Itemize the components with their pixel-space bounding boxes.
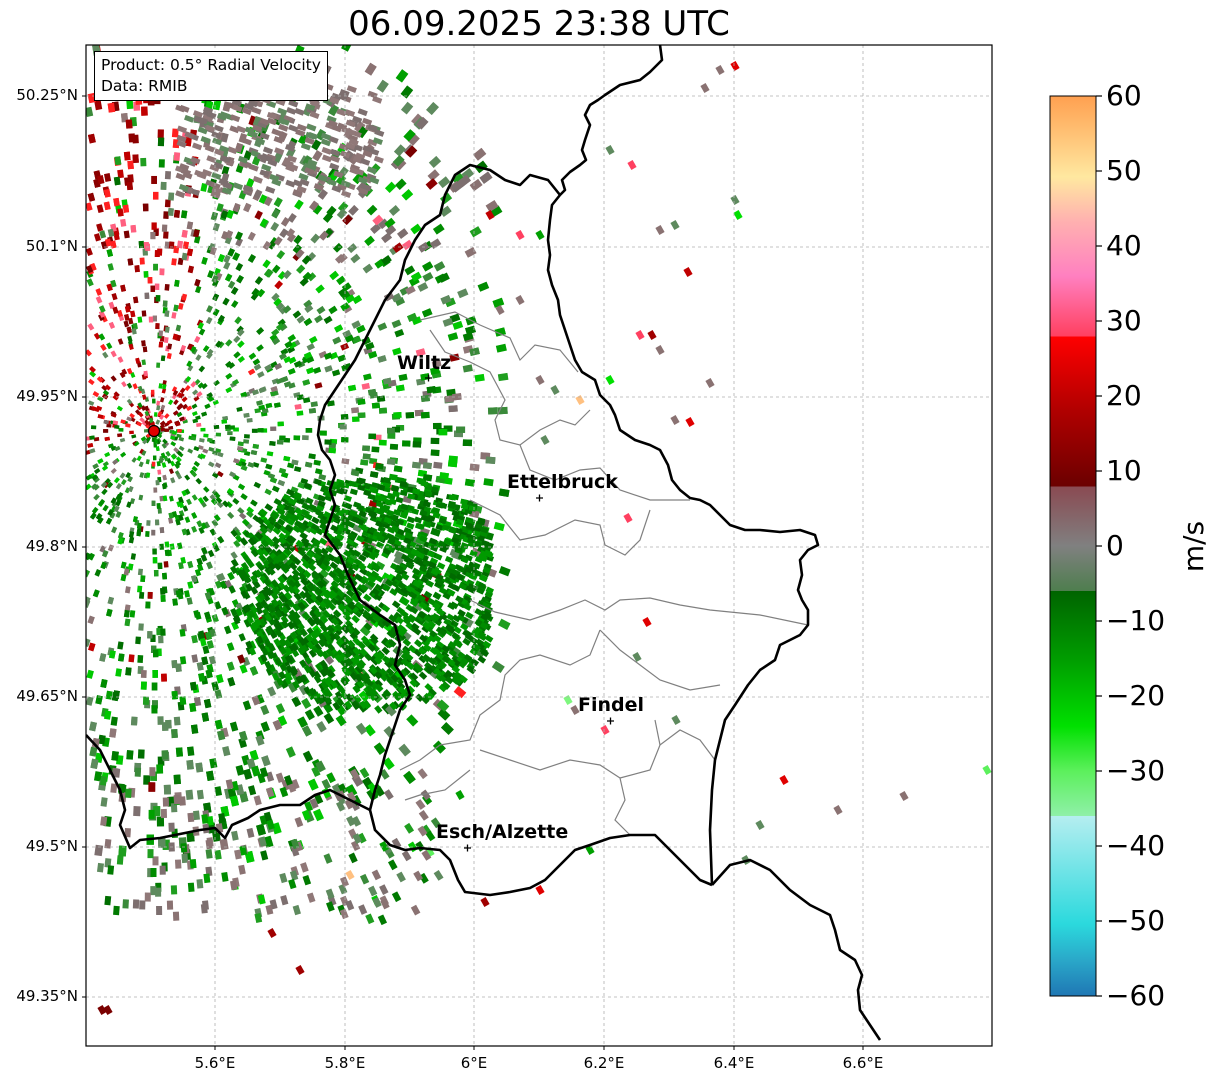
- colorbar-tick-label: 30: [1106, 304, 1142, 337]
- lon-tick-label: 6.6°E: [842, 1054, 884, 1072]
- city-label-esch-alzette: Esch/Alzette: [436, 821, 569, 843]
- canton-borders: [399, 311, 809, 836]
- colorbar-tick-label: 50: [1106, 154, 1142, 187]
- colorbar-tick-label: −30: [1106, 754, 1166, 787]
- city-label-findel: Findel: [578, 694, 645, 716]
- lat-tick-label: 50.1°N: [25, 237, 78, 255]
- lon-tick-label: 6°E: [460, 1054, 488, 1072]
- lon-tick-label: 5.8°E: [324, 1054, 366, 1072]
- colorbar-tick-label: 60: [1106, 79, 1142, 112]
- colorbar-tick-label: 10: [1106, 454, 1142, 487]
- map-frame: [86, 45, 992, 1046]
- lon-tick-label: 6.2°E: [583, 1054, 625, 1072]
- city-label-wiltz: Wiltz: [397, 352, 452, 374]
- colorbar-tick-label: −40: [1106, 829, 1166, 862]
- lat-tick-label: 49.35°N: [16, 987, 78, 1005]
- colorbar-tick-label: −20: [1106, 679, 1166, 712]
- product-label: Product: 0.5° Radial Velocity: [101, 56, 321, 74]
- colorbar-tick-label: −10: [1106, 604, 1166, 637]
- colorbar-tick-label: −60: [1106, 979, 1166, 1012]
- colorbar: [1049, 95, 1097, 997]
- colorbar-tick-label: −50: [1106, 904, 1166, 937]
- data-source-label: Data: RMIB: [101, 77, 188, 95]
- city-marker-ettelbruck: [536, 494, 543, 502]
- colorbar-ticks: [1096, 95, 1102, 997]
- country-borders: [86, 45, 882, 1041]
- lat-tick-label: 49.8°N: [25, 537, 78, 555]
- city-label-ettelbruck: Ettelbruck: [507, 471, 618, 493]
- lat-tick-label: 49.65°N: [16, 687, 78, 705]
- city-marker-wiltz: [425, 374, 432, 382]
- lon-tick-label: 6.4°E: [713, 1054, 755, 1072]
- lat-tick-label: 49.95°N: [16, 387, 78, 405]
- city-marker-esch: [464, 844, 471, 852]
- lon-tick-label: 5.6°E: [194, 1054, 236, 1072]
- city-marker-findel: [607, 717, 614, 725]
- lat-tick-label: 50.25°N: [16, 86, 78, 104]
- city-markers: [425, 374, 614, 852]
- chart-title: 06.09.2025 23:38 UTC: [348, 4, 730, 44]
- colorbar-tick-label: 0: [1106, 529, 1124, 562]
- colorbar-tick-label: 40: [1106, 229, 1142, 262]
- colorbar-unit-label: m/s: [1177, 520, 1207, 573]
- lat-tick-label: 49.5°N: [25, 837, 78, 855]
- radar-site-marker: [147, 424, 161, 438]
- product-info-box: Product: 0.5° Radial Velocity Data: RMIB: [94, 51, 328, 101]
- map-border: [85, 44, 993, 1047]
- axis-ticks: [82, 95, 864, 1050]
- colorbar-tick-label: 20: [1106, 379, 1142, 412]
- gridlines: [86, 45, 992, 1046]
